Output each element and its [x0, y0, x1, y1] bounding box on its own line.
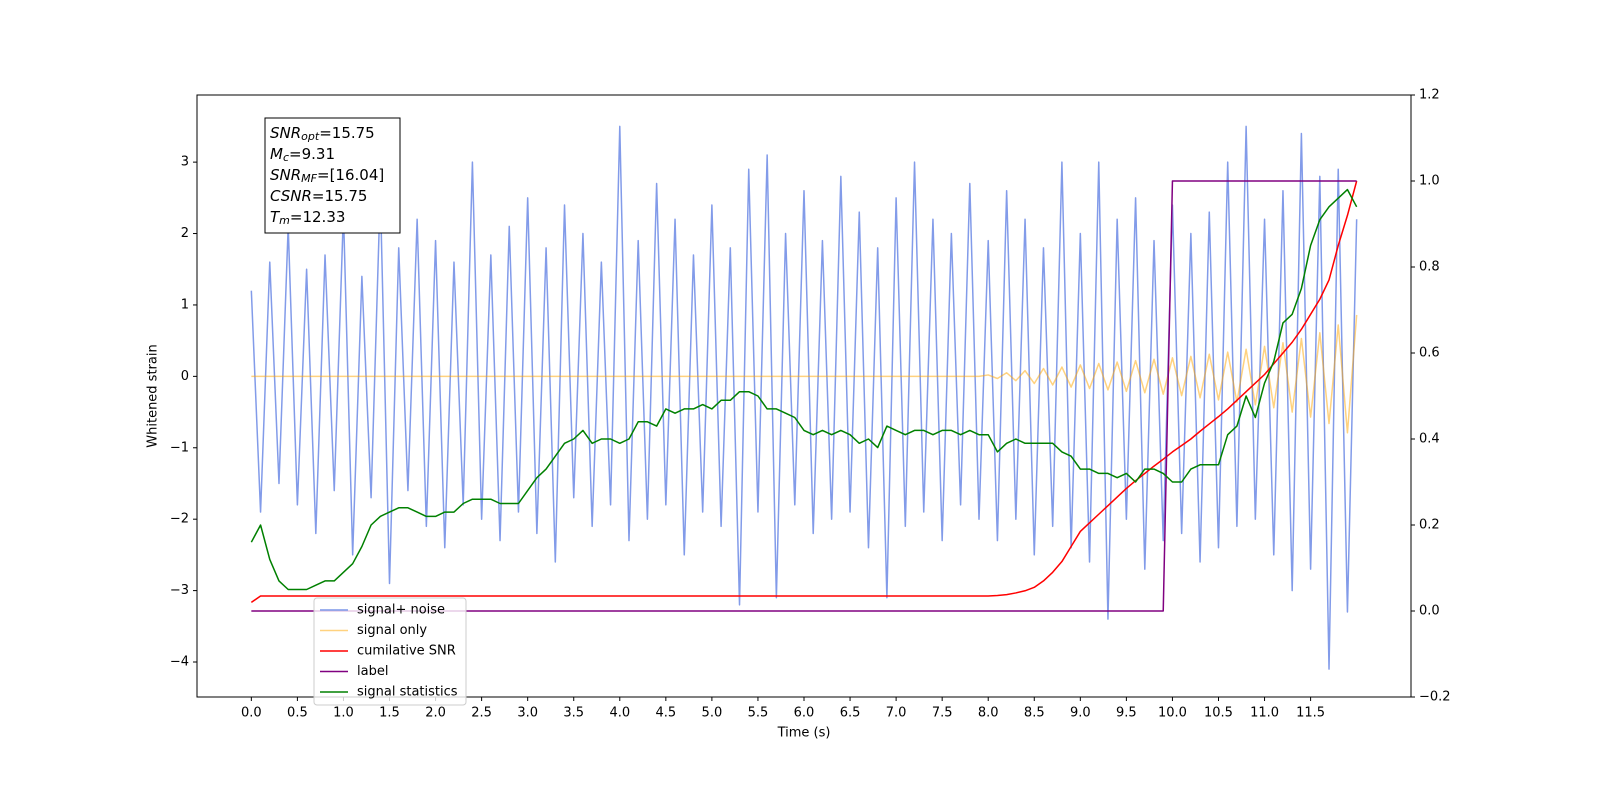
series-line	[251, 314, 1358, 434]
x-tick-label: 11.0	[1250, 706, 1279, 721]
series-line	[250, 180, 1358, 604]
annotation-sub: opt	[301, 130, 320, 143]
x-tick-label: 8.0	[978, 706, 999, 721]
x-tick-label: 7.0	[886, 706, 907, 721]
series-line	[250, 188, 1358, 591]
y-tick-label: −1	[170, 440, 189, 455]
annotation-line: SNRMF=[16.04]	[270, 166, 384, 186]
x-tick-label: 1.0	[333, 706, 354, 721]
annotation-box	[264, 117, 401, 234]
x-tick-label: 11.5	[1296, 706, 1325, 721]
x-tick-label: 6.5	[840, 706, 861, 721]
x-tick-label: 0.5	[287, 706, 308, 721]
x-tick-label: 3.5	[563, 706, 584, 721]
annotation-sub: c	[283, 151, 289, 164]
x-tick-label: 7.5	[932, 706, 953, 721]
legend-label: cumilative SNR	[357, 644, 456, 659]
y-tick-label: −3	[170, 583, 189, 598]
x-tick-label: 1.5	[379, 706, 400, 721]
x-tick-label: 10.5	[1204, 706, 1233, 721]
x-tick-label: 9.0	[1070, 706, 1091, 721]
y2-tick-label: 1.2	[1419, 88, 1440, 103]
x-tick-label: 9.5	[1116, 706, 1137, 721]
x-tick-label: 3.0	[517, 706, 538, 721]
x-tick-label: 10.0	[1158, 706, 1187, 721]
y-tick-label: 2	[181, 226, 189, 241]
y2-tick-label: 0.4	[1419, 432, 1440, 447]
annotation-rest: =15.75	[312, 187, 368, 205]
annotation-line: SNRopt=15.75	[270, 124, 375, 144]
x-tick-label: 5.5	[748, 706, 769, 721]
y2-tick-label: 0.8	[1419, 260, 1440, 275]
x-tick-label: 4.0	[609, 706, 630, 721]
series-line	[250, 125, 1358, 670]
annotation-main: CSNR	[270, 187, 312, 205]
legend-label: signal only	[357, 623, 427, 638]
y-axis-label: Whitened strain	[146, 344, 161, 447]
annotation-rest: =[16.04]	[317, 166, 384, 184]
x-tick-label: 2.0	[425, 706, 446, 721]
legend-box	[313, 597, 467, 706]
x-tick-label: 4.5	[655, 706, 676, 721]
x-tick-label: 6.0	[794, 706, 815, 721]
x-axis-label: Time (s)	[777, 726, 831, 741]
annotation-rest: =9.31	[289, 145, 335, 163]
annotation-rest: =15.75	[319, 124, 375, 142]
legend-label: label	[357, 664, 388, 679]
x-tick-label: 2.5	[471, 706, 492, 721]
annotation-main: T	[270, 208, 281, 226]
annotation-sub: m	[279, 214, 290, 227]
annotation-main: M	[270, 145, 283, 163]
annotation-main: SNR	[270, 166, 301, 184]
y-tick-label: −4	[170, 655, 189, 670]
annotation-sub: MF	[301, 172, 317, 185]
y2-tick-label: −0.2	[1419, 690, 1451, 705]
annotation-line: CSNR=15.75	[270, 187, 367, 205]
y-tick-label: 0	[181, 369, 189, 384]
annotation-line: Mc=9.31	[270, 145, 335, 165]
y-tick-label: 3	[181, 155, 189, 170]
x-tick-label: 5.0	[702, 706, 723, 721]
legend-label: signal statistics	[357, 685, 458, 700]
y-tick-label: 1	[181, 297, 189, 312]
y-tick-label: −2	[170, 512, 189, 527]
y2-tick-label: 0.6	[1419, 346, 1440, 361]
x-tick-label: 0.0	[241, 706, 262, 721]
y2-tick-label: 0.0	[1419, 604, 1440, 619]
x-tick-label: 8.5	[1024, 706, 1045, 721]
legend-label: signal+ noise	[357, 603, 445, 618]
annotation-line: Tm=12.33	[270, 208, 345, 228]
y2-tick-label: 1.0	[1419, 174, 1440, 189]
annotation-main: SNR	[270, 124, 301, 142]
annotation-rest: =12.33	[290, 208, 346, 226]
y2-tick-label: 0.2	[1419, 518, 1440, 533]
